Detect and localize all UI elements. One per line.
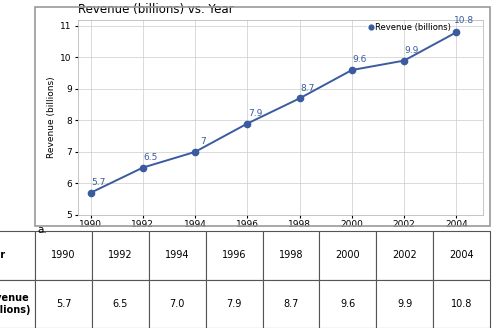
Text: 9.9: 9.9	[405, 46, 419, 55]
Text: 6.5: 6.5	[144, 153, 158, 162]
Text: 10.8: 10.8	[454, 16, 474, 25]
Text: 5.7: 5.7	[91, 178, 106, 187]
Text: 7.9: 7.9	[248, 109, 262, 118]
Legend: Revenue (billions): Revenue (billions)	[365, 20, 454, 36]
Y-axis label: Revenue (billions): Revenue (billions)	[48, 76, 56, 158]
Text: Revenue (billions) vs. Year: Revenue (billions) vs. Year	[78, 3, 233, 16]
Text: 8.7: 8.7	[300, 84, 314, 93]
Text: a.: a.	[38, 225, 47, 235]
Text: 9.6: 9.6	[352, 55, 367, 64]
Text: 7: 7	[200, 137, 206, 146]
X-axis label: Year: Year	[269, 234, 291, 244]
